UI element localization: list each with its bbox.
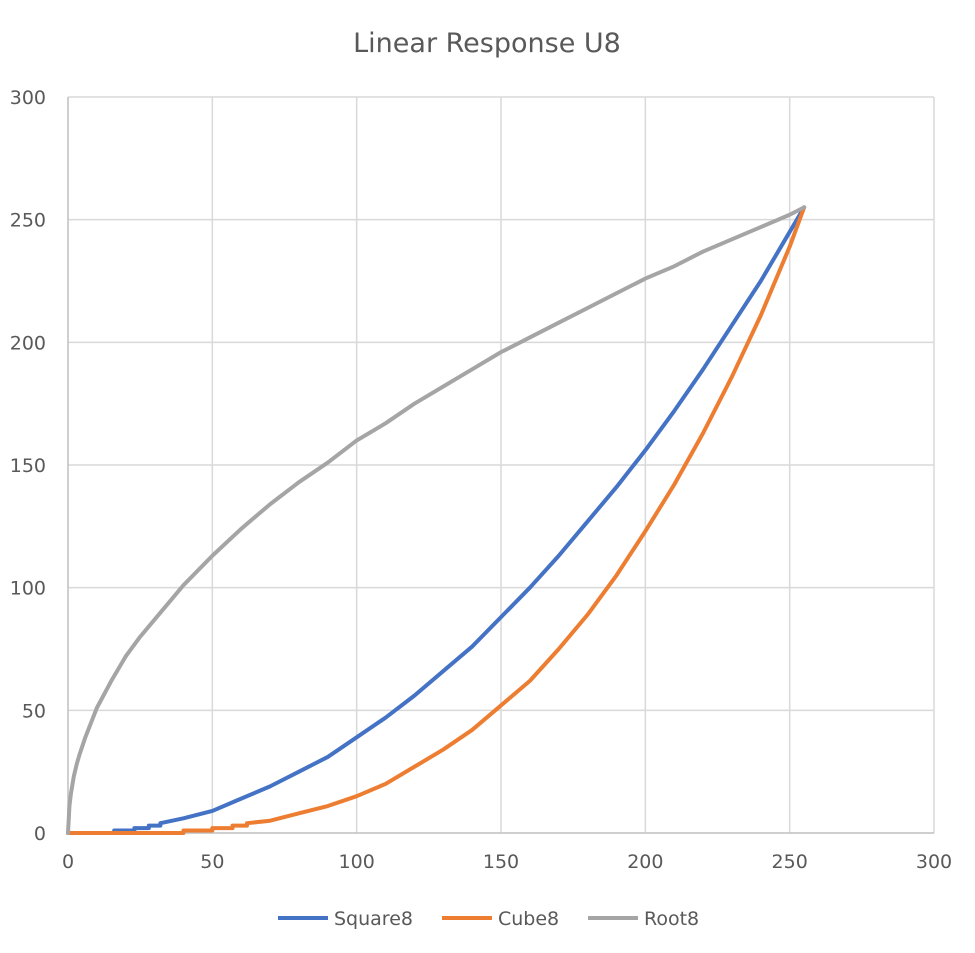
y-tick-label: 200: [10, 332, 46, 354]
legend: Square8 Cube8 Root8: [278, 908, 699, 930]
y-tick-label: 250: [10, 210, 46, 232]
x-tick-label: 0: [62, 851, 74, 873]
chart-title: Linear Response U8: [353, 28, 621, 59]
y-axis-ticks: 0 50 100 150 200 250 300: [10, 87, 46, 845]
y-tick-label: 50: [22, 700, 46, 722]
y-tick-label: 300: [10, 87, 46, 109]
y-tick-label: 100: [10, 578, 46, 600]
legend-label-square8: Square8: [334, 908, 413, 930]
x-tick-label: 50: [200, 851, 224, 873]
series-line-cube8: [66, 205, 807, 835]
series-group: [66, 205, 807, 835]
axes: [67, 97, 934, 834]
x-tick-label: 100: [339, 851, 375, 873]
series-line-square8: [66, 205, 807, 835]
legend-label-cube8: Cube8: [498, 908, 559, 930]
x-tick-label: 200: [627, 851, 663, 873]
y-tick-label: 150: [10, 455, 46, 477]
legend-label-root8: Root8: [644, 908, 699, 930]
x-tick-label: 150: [483, 851, 519, 873]
x-tick-label: 250: [772, 851, 808, 873]
series-line-root8: [66, 205, 807, 835]
y-tick-label: 0: [34, 823, 46, 845]
x-axis-ticks: 0 50 100 150 200 250 300: [62, 851, 952, 873]
grid: [68, 96, 935, 833]
x-tick-label: 300: [916, 851, 952, 873]
